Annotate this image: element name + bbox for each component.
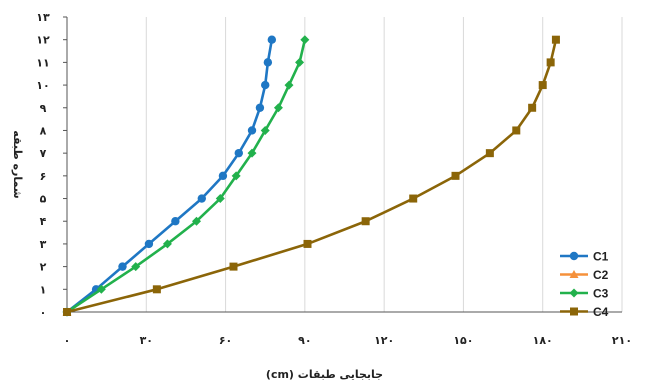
legend-item-c3: C3: [560, 287, 609, 301]
y-tick-label: ۴: [40, 215, 47, 228]
data-point: [215, 194, 225, 204]
legend-swatch-marker: [569, 270, 579, 278]
x-tick-label: ۱۲۰: [374, 334, 394, 347]
data-point: [267, 35, 277, 44]
y-tick-label: ۳: [40, 238, 47, 251]
series-line: [66, 39, 274, 314]
data-point: [229, 262, 238, 271]
legend-label: C2: [593, 268, 609, 282]
data-point: [197, 194, 206, 203]
series-c3: [62, 35, 310, 317]
x-axis-title: جابجایی طبقات (cm): [266, 368, 383, 381]
data-point: [162, 239, 172, 249]
series-line: [66, 39, 558, 314]
x-tick-label: ۱۵۰: [453, 334, 473, 347]
data-point: [546, 58, 555, 67]
legend-swatch-marker: [569, 251, 579, 261]
data-point: [263, 58, 273, 67]
y-tick-label: ۵: [40, 193, 47, 206]
x-tick-label: ۹۰: [298, 334, 311, 347]
data-point: [361, 217, 370, 226]
y-tick-label: ۲: [40, 261, 47, 274]
data-point: [538, 81, 547, 90]
data-point: [485, 149, 494, 158]
data-point: [231, 171, 241, 181]
data-point: [192, 216, 201, 226]
data-point: [96, 284, 106, 294]
data-point: [144, 239, 154, 249]
x-tick-label: ۱۸۰: [533, 334, 553, 347]
data-point: [234, 148, 243, 158]
data-point: [247, 148, 257, 158]
series-line: [66, 39, 307, 314]
data-point: [273, 103, 283, 113]
data-point: [260, 125, 270, 135]
x-tick-label: ۰: [64, 334, 71, 347]
y-axis-title: شماره طبقه: [11, 130, 24, 198]
data-point: [63, 308, 71, 316]
y-tick-label: ۶: [40, 170, 47, 183]
data-point: [171, 217, 180, 226]
legend-swatch-marker: [569, 288, 579, 298]
legend-swatch-marker: [570, 307, 578, 316]
y-tick-label: ۹: [40, 102, 47, 115]
data-point: [247, 126, 257, 135]
x-tick-label: ۳۰: [140, 334, 153, 347]
legend: C1 C2 C3 C4: [560, 250, 609, 319]
legend-label: C4: [593, 305, 609, 319]
legend-item-c1: C1: [560, 250, 609, 264]
y-tick-label: ۸: [40, 124, 47, 137]
x-tick-labels: ۰ ۳۰ ۶۰ ۹۰ ۱۲۰ ۱۵۰ ۱۸۰ ۲۱۰: [64, 334, 632, 347]
series-lines: [62, 35, 560, 317]
data-point: [152, 285, 161, 294]
y-tick-label: ۷: [40, 147, 47, 160]
data-point: [131, 262, 141, 272]
data-point: [409, 194, 418, 203]
y-tick-label: ۱۲: [36, 34, 50, 47]
data-point: [300, 35, 310, 45]
data-point: [451, 171, 460, 180]
y-tick-label: ۱۱: [36, 56, 49, 69]
data-point: [512, 126, 521, 135]
data-point: [295, 57, 305, 67]
data-point: [528, 103, 537, 112]
x-tick-label: ۲۱۰: [612, 334, 632, 347]
series-c1: [62, 35, 277, 317]
x-tick-label: ۶۰: [219, 334, 232, 347]
data-point: [284, 80, 294, 90]
legend-label: C3: [593, 287, 609, 301]
data-point: [551, 35, 560, 44]
y-tick-label: ۱۳: [36, 11, 50, 24]
legend-label: C1: [593, 250, 609, 264]
axes: [63, 16, 622, 313]
y-tick-label: ۱: [40, 283, 47, 296]
series-c4: [63, 35, 560, 316]
data-point: [261, 80, 270, 90]
grid-lines: [145, 17, 623, 312]
legend-item-c4: C4: [560, 305, 609, 319]
data-point: [303, 239, 312, 248]
y-tick-label: ۱۰: [36, 79, 49, 92]
y-tick-label: ۰: [40, 306, 47, 319]
data-point: [255, 103, 265, 112]
data-point: [118, 262, 127, 271]
data-point: [218, 171, 228, 181]
legend-item-c2: C2: [560, 268, 609, 282]
